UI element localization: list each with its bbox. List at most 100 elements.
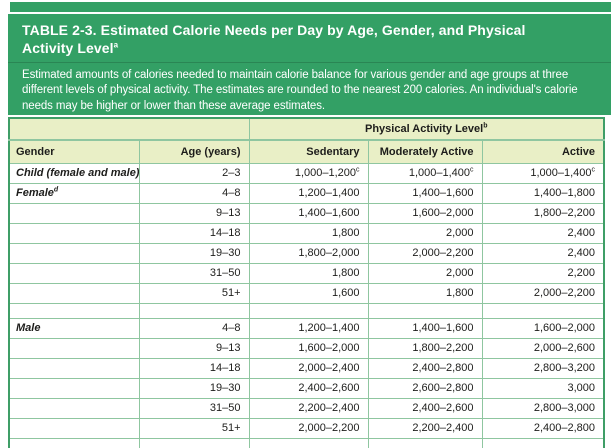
cell-sedentary: 1,000–1,200c xyxy=(248,162,369,184)
cell-gender xyxy=(8,417,140,439)
cell-age: 51+ xyxy=(138,417,250,439)
cell-active: 2,400 xyxy=(481,242,605,264)
cell-gender xyxy=(8,202,140,224)
column-header-age: Age (years) xyxy=(138,139,250,164)
spacer-cell xyxy=(248,302,369,319)
cell-active: 2,000–2,200 xyxy=(481,282,605,304)
cell-active: 1,000–1,400c xyxy=(481,162,605,184)
spacer-cell xyxy=(8,302,140,319)
table-row: 51+ 2,000–2,200 2,200–2,400 2,400–2,800 xyxy=(8,417,605,439)
cell-gender xyxy=(8,377,140,399)
cell-age: 14–18 xyxy=(138,222,250,244)
cell-gender xyxy=(8,262,140,284)
cell-active: 2,400–2,800 xyxy=(481,417,605,439)
cell-sedentary: 1,600–2,000 xyxy=(248,337,369,359)
column-header-moderately-active: Moderately Active xyxy=(367,139,483,164)
calorie-needs-table: Physical Activity Levelb Gender Age (yea… xyxy=(8,117,606,448)
spacer-cell xyxy=(138,437,250,448)
cell-moderately-active: 1,000–1,400c xyxy=(367,162,483,184)
cell-age: 2–3 xyxy=(138,162,250,184)
cell-active: 1,600–2,000 xyxy=(481,317,605,339)
cell-moderately-active: 1,600–2,000 xyxy=(367,202,483,224)
cell-age: 14–18 xyxy=(138,357,250,379)
cell-moderately-active: 2,600–2,800 xyxy=(367,377,483,399)
cell-sedentary: 2,000–2,200 xyxy=(248,417,369,439)
cell-sedentary: 1,800 xyxy=(248,222,369,244)
column-header-active: Active xyxy=(481,139,605,164)
cell-sedentary: 1,800 xyxy=(248,262,369,284)
cell-sedentary: 1,400–1,600 xyxy=(248,202,369,224)
table-row: 31–50 2,200–2,400 2,400–2,600 2,800–3,000 xyxy=(8,397,605,419)
spacer-cell xyxy=(367,437,483,448)
spacer-cell xyxy=(138,302,250,319)
spacer-cell xyxy=(367,302,483,319)
cell-age: 9–13 xyxy=(138,202,250,224)
column-header-sedentary: Sedentary xyxy=(248,139,369,164)
cell-age: 51+ xyxy=(138,282,250,304)
cell-moderately-active: 1,800 xyxy=(367,282,483,304)
table-row: 19–30 1,800–2,000 2,000–2,200 2,400 xyxy=(8,242,605,264)
activity-level-header-row: Physical Activity Levelb xyxy=(8,117,605,141)
cell-gender xyxy=(8,222,140,244)
table-row: 51+ 1,600 1,800 2,000–2,200 xyxy=(8,282,605,304)
cell-gender xyxy=(8,282,140,304)
top-strip xyxy=(10,2,611,12)
table-row: Child (female and male) 2–3 1,000–1,200c 1,… xyxy=(8,162,605,184)
cell-active: 1,800–2,200 xyxy=(481,202,605,224)
cell-age: 19–30 xyxy=(138,242,250,264)
cell-sedentary: 1,200–1,400 xyxy=(248,317,369,339)
cell-gender: Femaled xyxy=(8,182,140,204)
table-title: TABLE 2-3. Estimated Calorie Needs per D… xyxy=(22,22,526,56)
spacer-cell xyxy=(8,437,140,448)
cell-age: 31–50 xyxy=(138,397,250,419)
cell-age: 4–8 xyxy=(138,182,250,204)
cell-active: 2,000–2,600 xyxy=(481,337,605,359)
cell-gender xyxy=(8,397,140,419)
cell-moderately-active: 2,400–2,600 xyxy=(367,397,483,419)
cell-moderately-active: 2,000–2,200 xyxy=(367,242,483,264)
spacer-row xyxy=(8,302,605,319)
cell-moderately-active: 1,400–1,600 xyxy=(367,182,483,204)
table-container: Physical Activity Levelb Gender Age (yea… xyxy=(8,117,606,448)
table-description: Estimated amounts of calories needed to … xyxy=(22,69,578,112)
table-row: Male 4–8 1,200–1,400 1,400–1,600 1,600–2,000 xyxy=(8,317,605,339)
cell-gender: Male xyxy=(8,317,140,339)
table-row: 9–13 1,600–2,000 1,800–2,200 2,000–2,600 xyxy=(8,337,605,359)
title-divider xyxy=(8,62,611,63)
cell-age: 19–30 xyxy=(138,377,250,399)
cell-age: 31–50 xyxy=(138,262,250,284)
spacer-row xyxy=(8,437,605,448)
cell-sedentary: 1,200–1,400 xyxy=(248,182,369,204)
cell-gender xyxy=(8,357,140,379)
cell-moderately-active: 1,400–1,600 xyxy=(367,317,483,339)
cell-sedentary: 1,800–2,000 xyxy=(248,242,369,264)
cell-active: 2,800–3,200 xyxy=(481,357,605,379)
cell-moderately-active: 2,000 xyxy=(367,222,483,244)
cell-sedentary: 2,000–2,400 xyxy=(248,357,369,379)
cell-active: 2,400 xyxy=(481,222,605,244)
table-row: 14–18 1,800 2,000 2,400 xyxy=(8,222,605,244)
cell-moderately-active: 2,400–2,800 xyxy=(367,357,483,379)
cell-active: 3,000 xyxy=(481,377,605,399)
column-header-gender: Gender xyxy=(8,139,140,164)
table-row: 19–30 2,400–2,600 2,600–2,800 3,000 xyxy=(8,377,605,399)
table-row: 31–50 1,800 2,000 2,200 xyxy=(8,262,605,284)
cell-moderately-active: 2,200–2,400 xyxy=(367,417,483,439)
cell-gender xyxy=(8,337,140,359)
cell-age: 9–13 xyxy=(138,337,250,359)
cell-age: 4–8 xyxy=(138,317,250,339)
physical-activity-level-header: Physical Activity Levelb xyxy=(248,117,605,141)
cell-gender: Child (female and male) xyxy=(8,162,140,184)
cell-sedentary: 2,400–2,600 xyxy=(248,377,369,399)
cell-active: 1,400–1,800 xyxy=(481,182,605,204)
cell-gender xyxy=(8,242,140,264)
table-row: Femaled 4–8 1,200–1,400 1,400–1,600 1,400–1,… xyxy=(8,182,605,204)
spacer-cell xyxy=(248,437,369,448)
table-body: Child (female and male) 2–3 1,000–1,200c 1,… xyxy=(8,162,605,448)
cell-moderately-active: 1,800–2,200 xyxy=(367,337,483,359)
table-callout: TABLE 2-3. Estimated Calorie Needs per D… xyxy=(8,14,611,115)
table-row: 9–13 1,400–1,600 1,600–2,000 1,800–2,200 xyxy=(8,202,605,224)
cell-moderately-active: 2,000 xyxy=(367,262,483,284)
column-header-row: Gender Age (years) Sedentary Moderately … xyxy=(8,139,605,164)
